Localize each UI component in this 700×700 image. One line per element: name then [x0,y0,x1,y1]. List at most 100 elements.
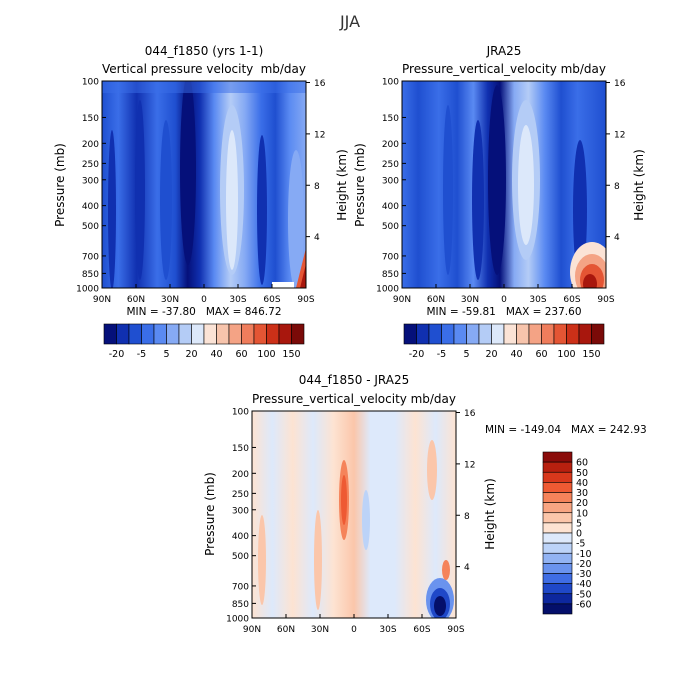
colorbar-label: 5 [576,518,582,529]
y-tick-label: 1000 [376,285,399,295]
colorbar-label: -60 [576,599,592,610]
panel-subtitle-right: mb/day [561,62,606,76]
y-tick-label: 250 [382,160,399,170]
y-tick-label: 850 [82,270,99,280]
colorbar-swatch [542,451,573,463]
colorbar-swatch [128,323,142,345]
colorbar-label: 5 [463,349,469,360]
y-tick-label-right: 4 [314,233,320,243]
y-axis-label-right: Height (km) [483,478,497,549]
y-tick-label: 100 [82,78,99,88]
x-tick-label: 0 [501,295,507,305]
colorbar-swatch [542,552,573,564]
colorbar-label: -5 [137,349,146,360]
colorbar: -20 -5 5 20 40 60 100 150 [403,323,605,360]
colorbar-swatch [141,323,155,345]
colorbar-label: -5 [437,349,446,360]
panel-subtitle-left: Vertical pressure velocity [102,62,253,76]
y-tick-label: 150 [382,114,399,124]
y-tick-label-right: 8 [464,512,470,522]
colorbar-label: 20 [185,349,197,360]
y-axis-label: Pressure (mb) [353,143,367,227]
x-tick-label: 30S [229,295,246,305]
figure-title: JJA [339,12,360,31]
y-ticks-right: 16 12 8 4 [456,409,476,573]
colorbar-label: 40 [210,349,222,360]
y-tick-label-right: 16 [464,409,476,419]
colorbar-swatch [542,522,573,534]
x-tick-label: 60S [563,295,580,305]
y-tick-label-right: 8 [314,182,320,192]
x-tick-label: 90S [447,625,464,635]
y-axis-label: Pressure (mb) [203,472,217,556]
colorbar-swatch [553,323,567,345]
colorbar-swatch [203,323,217,345]
colorbar-swatch [191,323,205,345]
colorbar-swatch [103,323,117,345]
colorbar-swatch [542,583,573,595]
colorbar-swatch [542,512,573,524]
colorbar-swatch [291,323,305,345]
colorbar-swatch [228,323,242,345]
colorbar-label: 20 [576,498,588,509]
colorbar-swatch [178,323,192,345]
colorbar-swatch [542,471,573,483]
colorbar-label: 0 [576,529,582,540]
x-tick-label: 60N [427,295,445,305]
colorbar-label: 150 [582,349,600,360]
y-tick-label: 150 [82,114,99,124]
x-tick-label: 0 [351,625,357,635]
contour-field [102,81,306,288]
colorbar-swatch [516,323,530,345]
x-tick-label: 90N [93,295,111,305]
x-tick-label: 30N [461,295,479,305]
x-tick-label: 90S [597,295,614,305]
y-tick-label: 700 [382,252,399,262]
colorbar-swatch [241,323,255,345]
y-tick-label: 200 [232,470,249,480]
min-max-text: MIN = -149.04 MAX = 242.93 [485,424,647,436]
y-tick-label: 700 [82,252,99,262]
colorbar-swatch [266,323,280,345]
colorbar-label: -40 [576,579,592,590]
y-tick-label-right: 4 [614,233,620,243]
colorbar-label: 60 [535,349,547,360]
colorbar-swatch [542,573,573,584]
y-tick-label: 100 [382,78,399,88]
colorbar-label: 40 [576,478,588,489]
y-tick-label: 400 [382,202,399,212]
x-tick-label: 30N [161,295,179,305]
colorbar-label: 30 [576,488,588,499]
colorbar-swatch [542,502,573,514]
colorbar-swatch [542,603,573,615]
colorbar-label: -20 [109,349,125,360]
y-tick-label: 400 [232,532,249,542]
colorbar-swatch [466,323,480,345]
x-ticks: 90N 60N 30N 0 30S 60S 90S [243,614,465,635]
y-tick-label: 700 [232,582,249,592]
colorbar-swatch [541,323,555,345]
y-tick-label: 850 [382,270,399,280]
y-tick-label: 500 [382,222,399,232]
colorbar-swatch [453,323,467,345]
colorbar-swatch [542,492,573,503]
colorbar-swatch [253,323,267,345]
min-max-text: MIN = -37.80 MAX = 846.72 [127,306,282,318]
y-tick-label: 500 [82,222,99,232]
colorbar-swatch [116,323,130,345]
colorbar-label: -10 [576,549,592,560]
y-ticks-left: 100 150 200 250 300 400 500 700 850 1000 [376,78,406,295]
x-tick-label: 60N [127,295,145,305]
panel-title: JRA25 [486,44,522,58]
x-tick-label: 60S [413,625,430,635]
y-ticks-left: 100 150 200 250 300 400 500 700 850 1000 [76,78,106,295]
x-tick-label: 60S [263,295,280,305]
y-tick-label-right: 16 [614,79,626,89]
colorbar-swatch [491,323,505,345]
colorbar-label: 5 [163,349,169,360]
y-tick-label-right: 16 [314,79,326,89]
colorbar-swatch [542,593,573,605]
colorbar-swatch [441,323,455,345]
colorbar-swatch [542,532,573,544]
